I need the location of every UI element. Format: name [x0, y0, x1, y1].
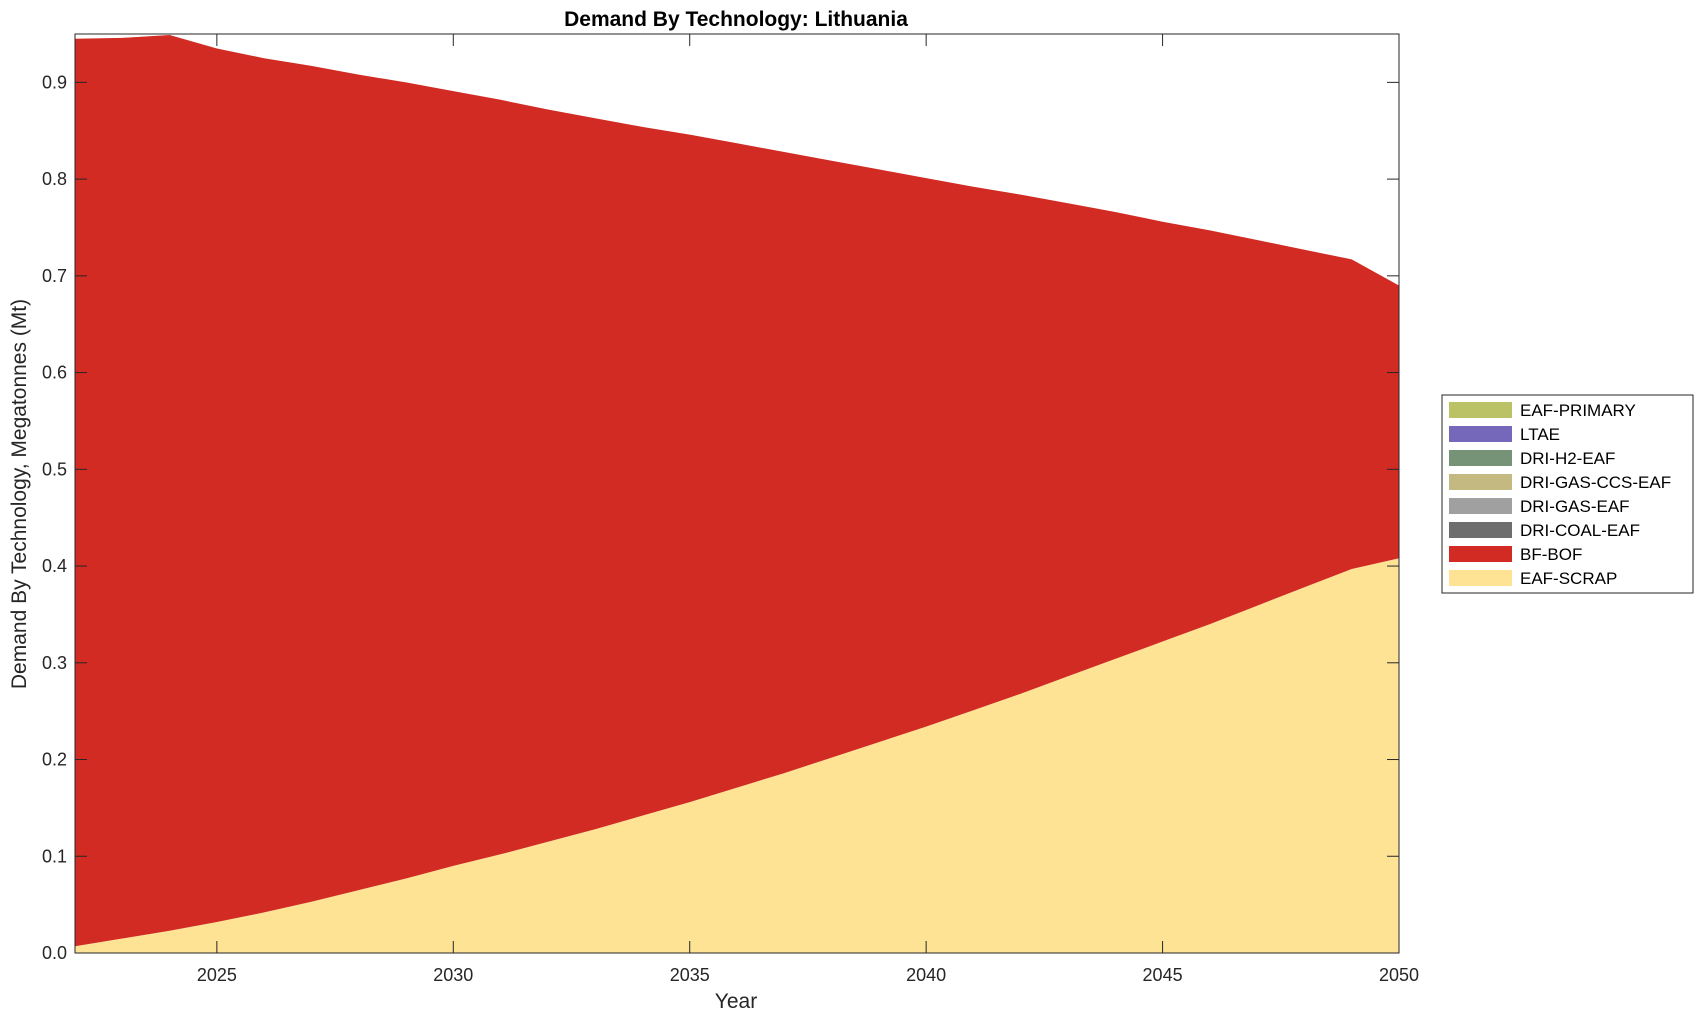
legend-swatch-dri-h2-eaf	[1449, 450, 1512, 466]
plot-frame	[74, 33, 1400, 954]
legend-label-dri-gas-eaf: DRI-GAS-EAF	[1520, 497, 1630, 516]
legend-swatch-dri-gas-ccs-eaf	[1449, 474, 1512, 490]
y-tick-label: 0.1	[42, 846, 67, 866]
legend: EAF-PRIMARY LTAE DRI-H2-EAF DRI-GAS-CCS-EAF…	[1441, 394, 1694, 594]
y-tick-label: 0.5	[42, 459, 67, 479]
legend-swatch-dri-gas-eaf	[1449, 498, 1512, 514]
y-tick-label: 0.9	[42, 72, 67, 92]
x-tick-label: 2035	[670, 965, 710, 985]
x-tick-label: 2025	[197, 965, 237, 985]
y-tick-label: 0.8	[42, 169, 67, 189]
y-tick-label: 0.7	[42, 266, 67, 286]
area-eaf-scrap	[75, 558, 1399, 953]
legend-label-eaf-scrap: EAF-SCRAP	[1520, 569, 1617, 588]
x-axis-label: Year	[715, 990, 757, 1013]
legend-swatch-ltae	[1449, 426, 1512, 442]
plot-areas	[75, 35, 1399, 953]
legend-label-ltae: LTAE	[1520, 425, 1560, 444]
legend-label-eaf-primary: EAF-PRIMARY	[1520, 401, 1636, 420]
y-tick-label: 0.0	[42, 943, 67, 963]
x-tick-label: 2045	[1143, 965, 1183, 985]
y-tick-label: 0.3	[42, 653, 67, 673]
legend-swatch-bf-bof	[1449, 546, 1512, 562]
legend-label-bf-bof: BF-BOF	[1520, 545, 1582, 564]
legend-swatch-eaf-scrap	[1449, 570, 1512, 586]
area-bf-bof	[75, 35, 1399, 947]
chart-title: Demand By Technology: Lithuania	[564, 8, 908, 31]
legend-label-dri-h2-eaf: DRI-H2-EAF	[1520, 449, 1615, 468]
x-tick-label: 2050	[1379, 965, 1419, 985]
x-axis-ticks: 2025 2030 2035 2040 2045 2050	[197, 34, 1419, 985]
x-tick-label: 2040	[906, 965, 946, 985]
y-tick-label: 0.2	[42, 750, 67, 770]
y-axis-label: Demand By Technology, Megatonnes (Mt)	[8, 299, 31, 689]
x-tick-label: 2030	[433, 965, 473, 985]
legend-label-dri-gas-ccs-eaf: DRI-GAS-CCS-EAF	[1520, 473, 1671, 492]
legend-swatch-eaf-primary	[1449, 402, 1512, 418]
legend-label-dri-coal-eaf: DRI-COAL-EAF	[1520, 521, 1640, 540]
y-tick-label: 0.4	[42, 556, 67, 576]
y-tick-label: 0.6	[42, 363, 67, 383]
legend-swatch-dri-coal-eaf	[1449, 522, 1512, 538]
y-axis-ticks: 0.0 0.1 0.2 0.3 0.4 0.5 0.6 0.7 0.8 0.9	[42, 72, 1399, 963]
